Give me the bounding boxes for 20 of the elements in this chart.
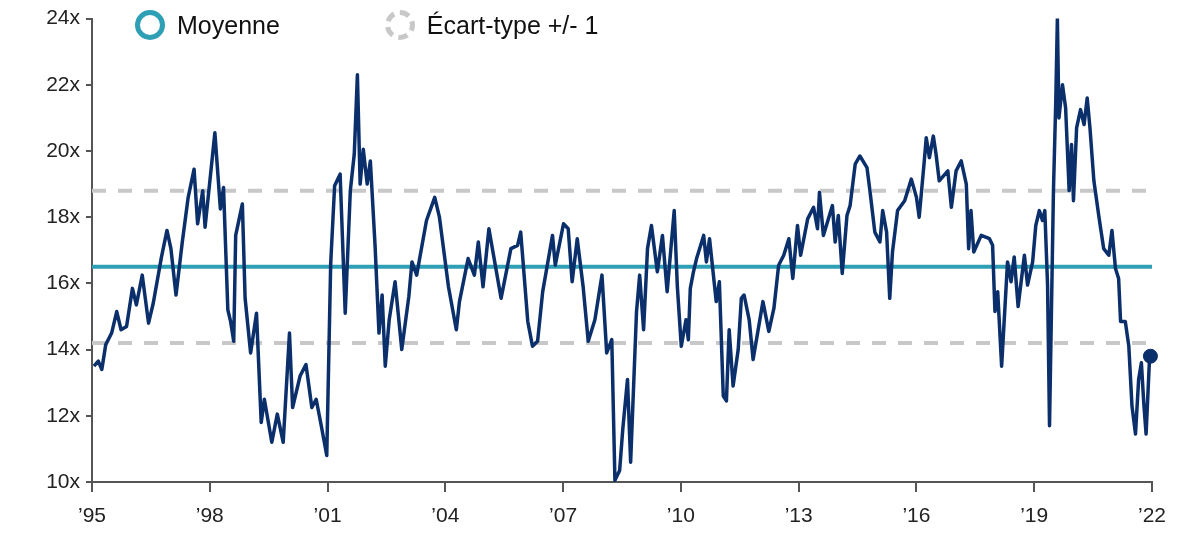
x-tick-label: ’98: [195, 503, 224, 527]
x-tick-label: ’07: [549, 503, 578, 527]
legend-label: Moyenne: [177, 10, 280, 40]
x-tick-label: ’95: [77, 503, 107, 527]
x-tick-label: ’13: [784, 503, 813, 527]
y-tick-label: 10x: [46, 468, 81, 492]
x-tick-label: ’04: [431, 503, 460, 527]
y-tick-label: 14x: [46, 336, 81, 360]
y-tick-label: 24x: [46, 5, 81, 29]
x-tick-label: ’16: [902, 503, 931, 527]
y-tick-label: 16x: [46, 270, 81, 294]
x-tick-label: ’22: [1137, 503, 1166, 527]
y-tick-label: 12x: [46, 402, 81, 426]
y-tick-label: 20x: [46, 137, 81, 161]
y-tick-label: 22x: [46, 71, 81, 95]
x-tick-label: ’19: [1020, 503, 1049, 527]
y-tick-label: 18x: [46, 204, 81, 227]
x-tick-label: ’01: [313, 503, 342, 527]
x-tick-label: ’10: [666, 503, 695, 527]
legend-label: Écart-type +/- 1: [426, 10, 599, 40]
